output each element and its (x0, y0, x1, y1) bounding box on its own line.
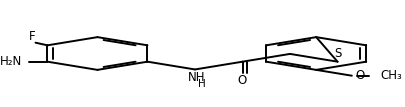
Text: S: S (333, 47, 341, 60)
Text: H: H (197, 79, 205, 89)
Text: H₂N: H₂N (0, 55, 22, 68)
Text: CH₃: CH₃ (379, 69, 401, 82)
Text: NH: NH (188, 71, 205, 84)
Text: O: O (237, 74, 246, 87)
Text: O: O (354, 69, 364, 82)
Text: F: F (29, 30, 36, 43)
